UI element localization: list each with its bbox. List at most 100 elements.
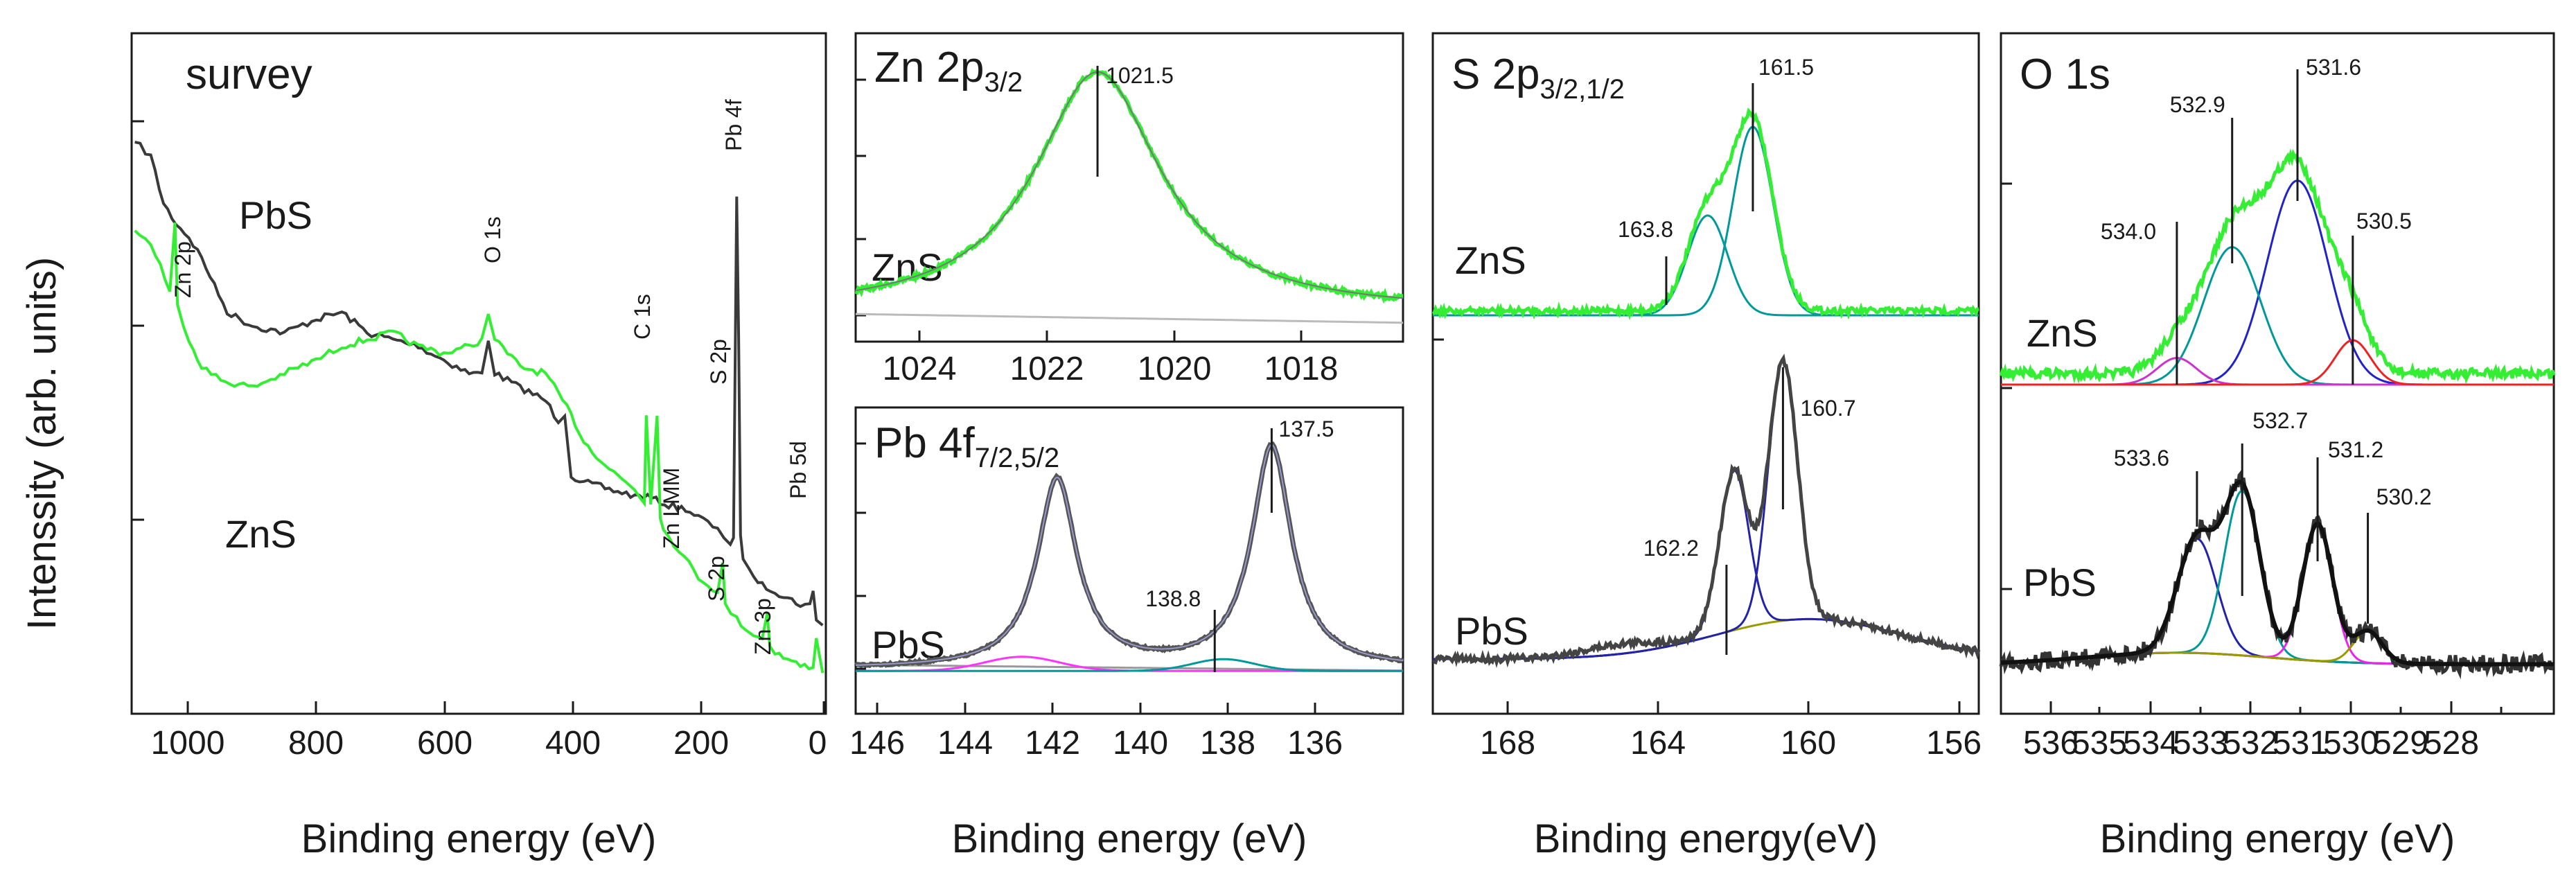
o1s-peak-label: 533.6 bbox=[2114, 446, 2169, 471]
zn2p-xtick-label: 1020 bbox=[1138, 351, 1212, 387]
zn2p-zns-spectrum bbox=[854, 68, 1404, 304]
s2p-peak-label: 161.5 bbox=[1758, 55, 1814, 80]
s2p-xtick-label: 156 bbox=[1926, 725, 1982, 762]
pb4f-xtick-label: 144 bbox=[937, 725, 993, 762]
s2p-zns-spectrum bbox=[1431, 107, 1979, 321]
survey-xtick-label: 600 bbox=[417, 725, 473, 762]
o1s-peak-label: 532.9 bbox=[2170, 92, 2225, 117]
pb4f-fit-envelope bbox=[855, 443, 1404, 666]
survey-annot-s2p-pbs: S 2p bbox=[706, 339, 731, 385]
pb4f-xtick-label: 138 bbox=[1200, 725, 1255, 762]
pb4f-peak-label: 137.5 bbox=[1278, 416, 1334, 441]
pb4f-x-axis-label: Binding energy (eV) bbox=[952, 816, 1307, 861]
survey-annot-pb4f: Pb 4f bbox=[721, 99, 746, 151]
zn2p-title-sub: 3/2 bbox=[985, 67, 1023, 98]
pb4f-xtick-label: 140 bbox=[1113, 725, 1168, 762]
s2p-zns-component bbox=[1433, 125, 1979, 317]
survey-xtick-label: 200 bbox=[673, 725, 729, 762]
survey-sample-label-pbs: PbS bbox=[239, 193, 312, 237]
pb4f-peak-label: 138.8 bbox=[1145, 586, 1201, 611]
pb4f-xtick-label: 142 bbox=[1025, 725, 1080, 762]
survey-xtick-label: 1000 bbox=[151, 725, 225, 762]
survey-pbs-spectrum bbox=[134, 141, 824, 626]
o1s-sample-label-pbs: PbS bbox=[2023, 561, 2097, 604]
s2p-xtick-label: 164 bbox=[1630, 725, 1686, 762]
o1s-zns-spectrum bbox=[1999, 148, 2556, 385]
s2p-xtick-label: 168 bbox=[1480, 725, 1535, 762]
survey-x-axis-label: Binding energy (eV) bbox=[301, 816, 657, 861]
survey-sample-label-zns: ZnS bbox=[225, 512, 297, 556]
survey-annot-zn-lmm: Zn LMM bbox=[659, 468, 684, 549]
zn2p-xtick-label: 1022 bbox=[1010, 351, 1084, 387]
zn2p-fit-envelope bbox=[855, 71, 1404, 299]
s2p-title-sub: 3/2,1/2 bbox=[1540, 74, 1625, 105]
survey-annot-zn2p: Zn 2p bbox=[170, 241, 195, 298]
s2p-peak-label: 162.2 bbox=[1643, 536, 1699, 561]
o1s-xtick-label: 535 bbox=[2072, 725, 2127, 762]
o1s-x-axis-label: Binding energy (eV) bbox=[2100, 816, 2455, 861]
survey-annot-zn3p: Zn 3p bbox=[750, 598, 775, 655]
pb4f-xtick-label: 136 bbox=[1287, 725, 1343, 762]
y-axis-label: Intenssity (arb. units) bbox=[19, 257, 64, 630]
zn2p-xtick-label: 1024 bbox=[883, 351, 957, 387]
pb4f-title: Pb 4f7/2,5/2 bbox=[874, 419, 1059, 473]
o1s-xtick-label: 528 bbox=[2424, 725, 2479, 762]
o1s-xtick-label: 530 bbox=[2323, 725, 2379, 762]
survey-annot-s2p-zns: S 2p bbox=[704, 556, 729, 601]
o1s-peak-label: 531.6 bbox=[2306, 55, 2361, 80]
zn2p-peak-label: 1021.5 bbox=[1106, 63, 1174, 88]
s2p-sample-label-pbs: PbS bbox=[1455, 609, 1528, 653]
o1s-peak-label: 532.7 bbox=[2252, 408, 2308, 433]
panel-survey: 1000 800 600 400 200 0 Binding energy (e… bbox=[130, 32, 827, 861]
o1s-zns-component bbox=[2001, 339, 2554, 386]
o1s-peak-label: 534.0 bbox=[2101, 219, 2156, 244]
pb4f-xtick-label: 146 bbox=[849, 725, 905, 762]
pb4f-frame bbox=[854, 406, 1404, 715]
zn2p-xtick-label: 1018 bbox=[1264, 351, 1339, 387]
survey-xtick-label: 400 bbox=[545, 725, 601, 762]
survey-annot-c1s: C 1s bbox=[630, 294, 655, 340]
zn2p-title-main: Zn 2p bbox=[874, 44, 985, 91]
zn2p-frame bbox=[854, 32, 1404, 343]
survey-title: survey bbox=[186, 51, 312, 98]
panel-o1s: 536 535 534 533 532 531 530 529 528 Bind… bbox=[1999, 32, 2556, 861]
survey-xtick-label: 800 bbox=[288, 725, 344, 762]
o1s-title: O 1s bbox=[2020, 51, 2110, 98]
s2p-xtick-label: 160 bbox=[1781, 725, 1836, 762]
o1s-peak-label: 530.2 bbox=[2376, 484, 2432, 509]
o1s-xtick-label: 536 bbox=[2023, 725, 2079, 762]
pb4f-component-teal bbox=[856, 658, 1403, 672]
s2p-pbs-spectrum bbox=[1432, 353, 1981, 669]
survey-annot-o1s: O 1s bbox=[480, 216, 505, 263]
panel-zn2p: 1024 1022 1020 1018 Zn 2p3/2 ZnS 1021.5 bbox=[854, 32, 1404, 387]
pb4f-title-sub: 7/2,5/2 bbox=[975, 443, 1059, 473]
pb4f-title-main: Pb 4f bbox=[874, 419, 976, 467]
zn2p-title: Zn 2p3/2 bbox=[874, 44, 1023, 98]
s2p-sample-label-zns: ZnS bbox=[1455, 238, 1526, 282]
o1s-xtick-label: 533 bbox=[2173, 725, 2228, 762]
s2p-title: S 2p3/2,1/2 bbox=[1452, 51, 1625, 105]
s2p-peak-label: 160.7 bbox=[1800, 396, 1855, 421]
o1s-pbs-fit-envelope bbox=[2000, 480, 2554, 667]
survey-annot-pb5d: Pb 5d bbox=[786, 441, 811, 499]
s2p-frame bbox=[1431, 32, 1980, 715]
o1s-xtick-label: 534 bbox=[2123, 725, 2178, 762]
survey-x-ticks bbox=[132, 120, 825, 714]
s2p-x-axis-label: Binding energy(eV) bbox=[1534, 816, 1878, 861]
o1s-peak-label: 531.2 bbox=[2328, 437, 2383, 462]
zn2p-background bbox=[856, 313, 1403, 324]
panel-s2p: 168 164 160 156 Binding energy(eV) S 2p3… bbox=[1431, 32, 1982, 861]
o1s-peak-label: 530.5 bbox=[2356, 209, 2412, 234]
o1s-xtick-label: 529 bbox=[2373, 725, 2428, 762]
o1s-sample-label-zns: ZnS bbox=[2027, 311, 2098, 355]
survey-xtick-label: 0 bbox=[809, 725, 827, 762]
survey-frame bbox=[130, 32, 827, 715]
s2p-title-main: S 2p bbox=[1452, 51, 1540, 98]
zn2p-sample-label: ZnS bbox=[872, 245, 943, 289]
survey-zns-spectrum bbox=[134, 222, 824, 674]
o1s-xtick-label: 532 bbox=[2223, 725, 2278, 762]
o1s-xtick-label: 531 bbox=[2273, 725, 2328, 762]
s2p-peak-label: 163.8 bbox=[1618, 217, 1673, 242]
survey-x-tick-labels: 1000 800 600 400 200 0 bbox=[151, 725, 827, 762]
